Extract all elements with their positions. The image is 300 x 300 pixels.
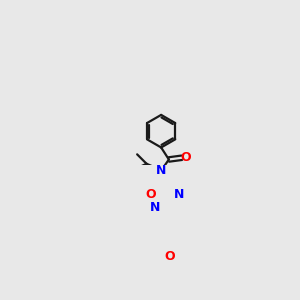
Text: N: N [174,188,185,201]
Text: N: N [156,164,166,177]
Text: N: N [150,201,160,214]
Text: O: O [180,151,191,164]
Text: O: O [165,250,175,263]
Text: O: O [146,188,156,201]
